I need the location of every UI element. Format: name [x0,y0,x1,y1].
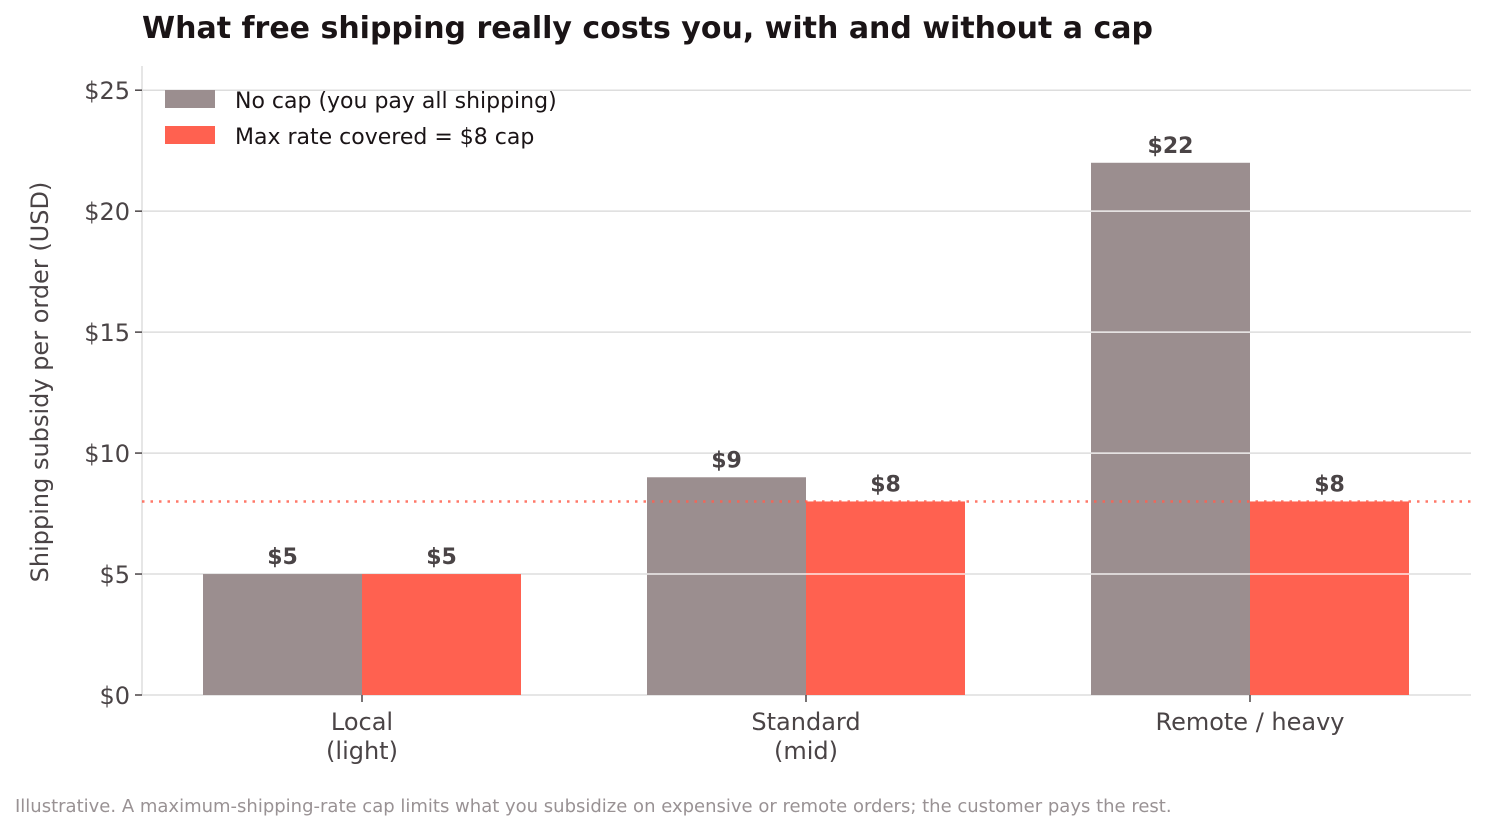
bar-cap [1250,501,1409,695]
legend-swatch [165,126,215,144]
plot-area: $0 $5 $10 $15 $20 $25 $5 $9 $22 $5 $8 $8 Local (light… [84,66,1471,765]
y-tick-label: $0 [99,682,130,710]
y-axis-label: Shipping subsidy per order (USD) [26,182,54,583]
data-label: $9 [711,448,742,473]
bar-no-cap [647,477,806,695]
y-tick-label: $5 [99,561,130,589]
data-label: $8 [870,472,901,497]
y-tick-label: $15 [84,319,130,347]
x-tick-label: Remote / heavy [1155,708,1344,736]
x-tick-label: Local (light) [326,708,398,765]
data-label: $5 [267,545,298,570]
chart-title: What free shipping really costs you, wit… [142,11,1153,46]
footnote: Illustrative. A maximum-shipping-rate ca… [15,796,1172,817]
bar-no-cap [203,574,362,695]
legend-swatch [165,90,215,108]
data-label: $8 [1314,472,1345,497]
legend-label: No cap (you pay all shipping) [235,89,557,114]
legend: No cap (you pay all shipping) Max rate co… [165,89,557,150]
data-label: $22 [1148,134,1194,159]
data-label: $5 [426,545,457,570]
y-tick-label: $25 [84,77,130,105]
bar-cap [362,574,521,695]
y-tick-label: $20 [84,198,130,226]
y-tick-label: $10 [84,440,130,468]
bar-cap [806,501,965,695]
bar-no-cap [1091,162,1250,695]
legend-label: Max rate covered = $8 cap [235,125,534,150]
x-tick-label: Standard (mid) [751,708,860,765]
